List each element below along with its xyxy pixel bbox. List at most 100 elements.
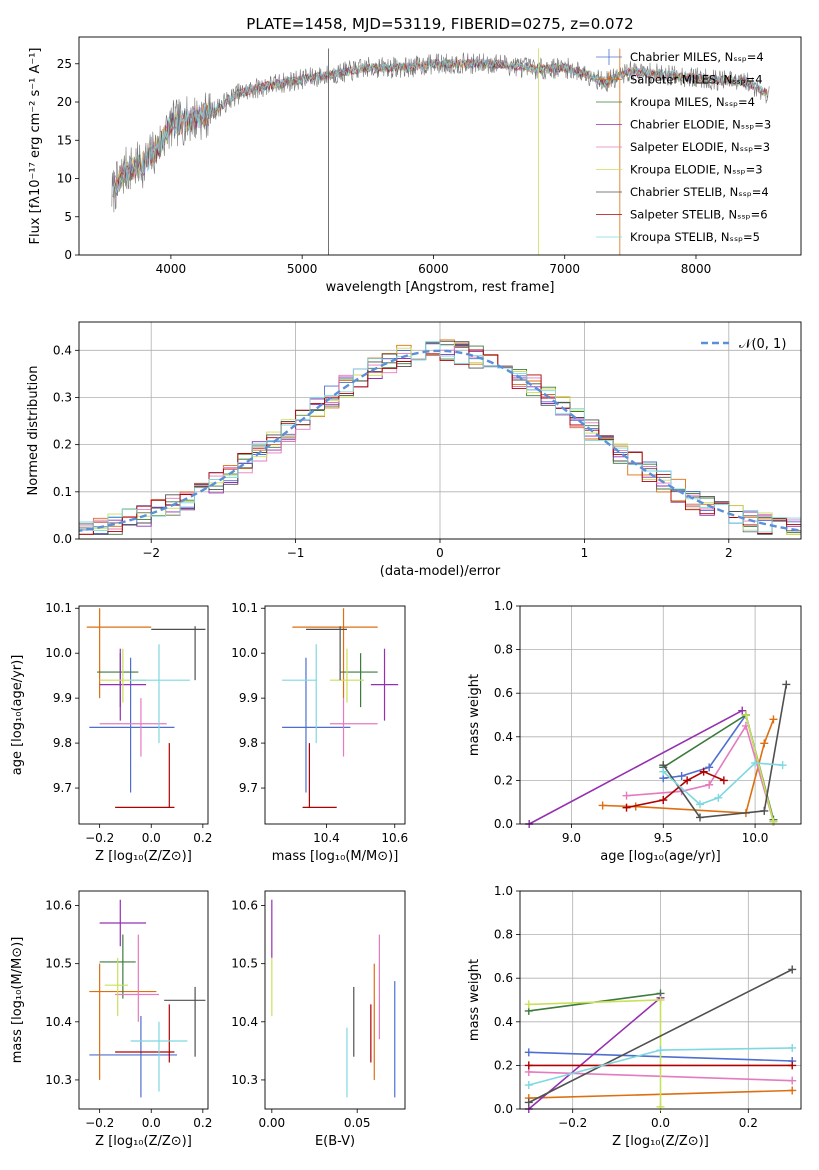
xtick-label: 0 xyxy=(436,546,444,560)
ytick-label: 0.4 xyxy=(494,730,513,744)
mass-weight-point xyxy=(524,1098,533,1107)
mass-weight-point xyxy=(788,965,797,974)
ytick-label: 10.6 xyxy=(45,899,72,913)
axes-frame xyxy=(78,890,209,1110)
axes-frame xyxy=(519,605,802,825)
legend-label-7: Salpeter STELIB, Nₛₛₚ=6 xyxy=(630,208,768,222)
mass-weight-point xyxy=(778,761,787,770)
legend-label-3: Chabrier ELODIE, Nₛₛₚ=3 xyxy=(630,118,771,132)
x-axis-label: Z [log₁₀(Z/Z⊙)] xyxy=(95,1134,192,1149)
legend-label-1: Salpeter MILES, Nₛₛₚ=4 xyxy=(630,73,763,87)
ytick-label: 0 xyxy=(64,248,72,262)
ytick-label: 0.6 xyxy=(494,971,513,985)
legend-label-5: Kroupa ELODIE, Nₛₛₚ=3 xyxy=(630,163,763,177)
panel-mass-weight-vs-age xyxy=(516,605,801,828)
mass-weight-point xyxy=(769,817,778,826)
x-axis-label: E(B-V) xyxy=(315,1134,355,1149)
axes-frame xyxy=(264,890,406,1110)
ytick-label: 10 xyxy=(57,172,72,186)
xtick-label: 2 xyxy=(725,546,733,560)
ytick-label: 1.0 xyxy=(494,599,513,613)
ytick-label: 0.2 xyxy=(494,773,513,787)
panel-age-vs-Z xyxy=(75,607,204,828)
ytick-label: 0.0 xyxy=(494,817,513,831)
panel-mass-vs-EBV xyxy=(261,905,358,1113)
xtick-label: 9.5 xyxy=(654,831,673,845)
observed-spectrum xyxy=(111,51,770,213)
axes-frame xyxy=(78,321,802,540)
mass-weight-point xyxy=(656,996,665,1004)
ytick-label: 25 xyxy=(57,57,72,71)
errorbars-mass-vs-Z xyxy=(89,899,206,1098)
y-axis-label: mass [log₁₀(M/M⊙)] xyxy=(10,937,25,1064)
legend-label-6: Chabrier STELIB, Nₛₛₚ=4 xyxy=(630,185,769,199)
xtick-label: −0.2 xyxy=(558,1116,587,1130)
mass-weight-point xyxy=(524,1081,533,1090)
xtick-label: 4000 xyxy=(156,262,187,276)
ytick-label: 1.0 xyxy=(494,884,513,898)
xtick-label: −1 xyxy=(287,546,305,560)
x-axis-label: Z [log₁₀(Z/Z⊙)] xyxy=(95,849,192,864)
gaussian-curve xyxy=(79,349,801,532)
mass-weight-point xyxy=(622,791,631,800)
xtick-label: −0.2 xyxy=(85,831,114,845)
lines-mass-weight-vs-Z xyxy=(524,965,797,1113)
ytick-label: 10.1 xyxy=(231,601,258,615)
ytick-label: 0.8 xyxy=(494,928,513,942)
mass-weight-point xyxy=(598,801,607,810)
xtick-label: 10.4 xyxy=(313,831,340,845)
ytick-label: 15 xyxy=(57,133,72,147)
mass-weight-point xyxy=(782,680,791,689)
xtick-label: 7000 xyxy=(549,262,580,276)
ytick-label: 9.9 xyxy=(239,691,258,705)
histogram-series-3 xyxy=(79,344,801,535)
legend-label-2: Kroupa MILES, Nₛₛₚ=4 xyxy=(630,95,755,109)
xtick-label: 6000 xyxy=(418,262,449,276)
panel-mass-vs-Z xyxy=(75,905,204,1113)
axes-frame xyxy=(78,605,209,825)
legend-label-4: Salpeter ELODIE, Nₛₛₚ=3 xyxy=(630,140,770,154)
x-axis-label: wavelength [Angstrom, rest frame] xyxy=(326,280,555,295)
mass-weight-point xyxy=(656,1102,665,1111)
mass-weight-point xyxy=(699,767,708,776)
chart-title: PLATE=1458, MJD=53119, FIBERID=0275, z=0… xyxy=(246,15,633,33)
ytick-label: 9.8 xyxy=(53,736,72,750)
model-spectrum-8 xyxy=(112,58,768,197)
ytick-label: 10.5 xyxy=(231,957,258,971)
mass-weight-point xyxy=(524,1048,533,1057)
ytick-label: 0.0 xyxy=(494,1102,513,1116)
ytick-label: 0.4 xyxy=(494,1015,513,1029)
mass-weight-point xyxy=(788,1061,797,1070)
mass-weight-point xyxy=(677,772,686,781)
legend-label-0: Chabrier MILES, Nₛₛₚ=4 xyxy=(630,50,764,64)
x-axis-label: Z [log₁₀(Z/Z⊙)] xyxy=(612,1134,709,1149)
panel-age-vs-mass xyxy=(261,607,396,828)
mass-weight-point xyxy=(695,813,704,822)
xtick-label: 1 xyxy=(581,546,589,560)
y-axis-label: age [log₁₀(age/yr)] xyxy=(10,655,25,776)
xtick-label: 5000 xyxy=(287,262,318,276)
ytick-label: 5 xyxy=(64,210,72,224)
mass-weight-series-5 xyxy=(745,714,775,823)
xtick-label: 0.0 xyxy=(651,1116,670,1130)
model-spectrum-7 xyxy=(112,58,768,197)
mass-weight-point xyxy=(656,1046,665,1055)
lines-mass-weight-vs-age xyxy=(525,680,791,828)
mass-weight-point xyxy=(788,1086,797,1095)
mass-weight-point xyxy=(769,715,778,724)
ytick-label: 0.3 xyxy=(53,390,72,404)
legend-label-8: Kroupa STELIB, Nₛₛₚ=5 xyxy=(630,230,760,244)
xtick-label: 10.0 xyxy=(742,831,769,845)
xtick-label: 0.2 xyxy=(193,1116,212,1130)
xtick-label: 10.6 xyxy=(381,831,408,845)
axes-frame xyxy=(264,605,406,825)
mass-weight-point xyxy=(705,780,714,789)
mass-weight-point xyxy=(695,800,704,809)
axes-frame xyxy=(78,36,802,256)
y-axis-label: Flux [fλ10⁻¹⁷ erg cm⁻² s⁻¹ A⁻¹] xyxy=(28,48,43,245)
mass-weight-series-3 xyxy=(528,709,743,825)
y-axis-label: Normed distribution xyxy=(26,366,41,496)
ytick-label: 10.4 xyxy=(45,1015,72,1029)
mass-weight-point xyxy=(788,1043,797,1052)
ytick-label: 10.5 xyxy=(45,957,72,971)
